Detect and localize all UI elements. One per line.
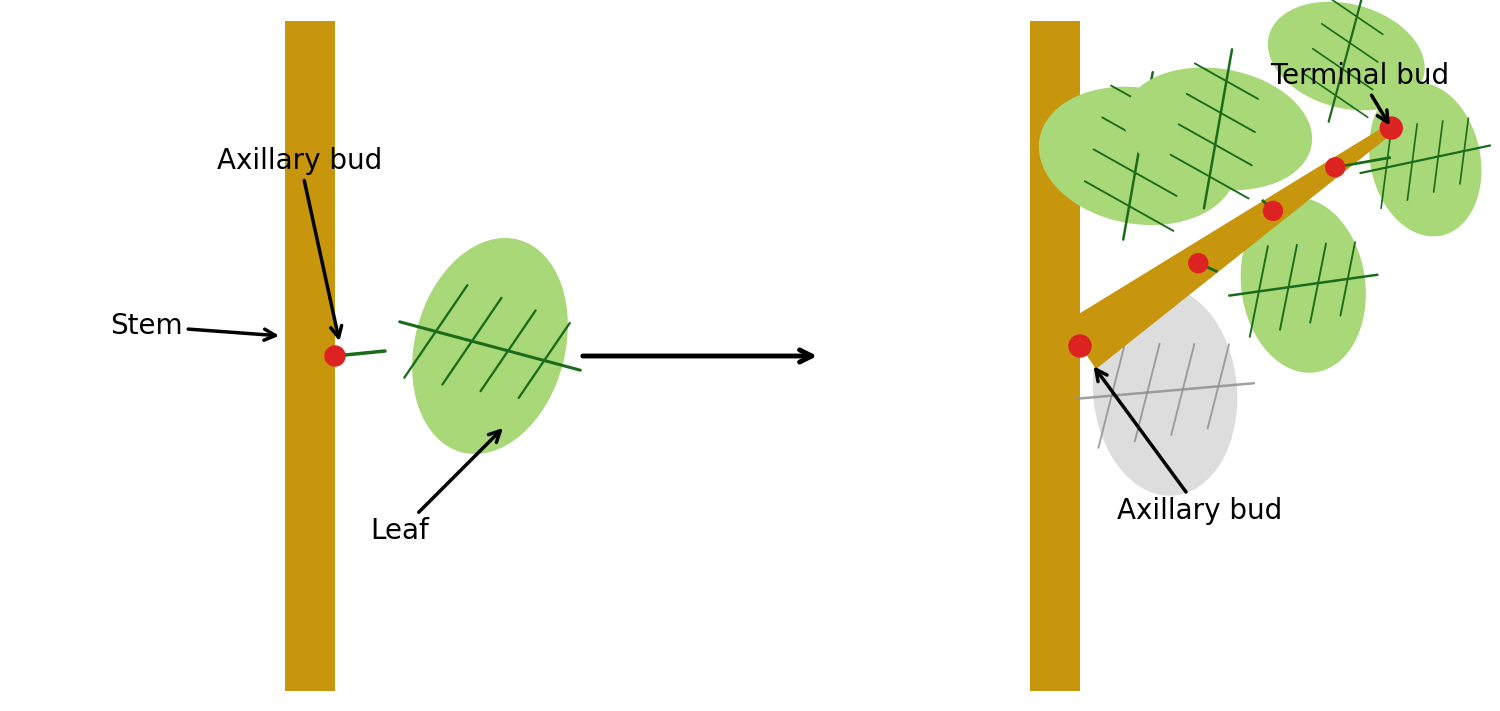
Text: Axillary bud: Axillary bud	[217, 147, 382, 338]
Circle shape	[1380, 117, 1402, 139]
Ellipse shape	[1240, 198, 1366, 373]
Text: Leaf: Leaf	[370, 431, 501, 545]
Ellipse shape	[1040, 87, 1238, 225]
Bar	[285, 21, 334, 691]
Text: Stem: Stem	[110, 312, 276, 341]
Ellipse shape	[1268, 1, 1425, 110]
Ellipse shape	[1092, 287, 1238, 496]
Circle shape	[1190, 254, 1208, 273]
Ellipse shape	[1124, 68, 1312, 191]
Text: Terminal bud: Terminal bud	[1270, 62, 1449, 122]
Circle shape	[326, 346, 345, 366]
Bar	[1030, 21, 1080, 691]
Circle shape	[1263, 201, 1282, 220]
Ellipse shape	[413, 238, 568, 454]
Polygon shape	[1064, 124, 1394, 369]
Text: Axillary bud: Axillary bud	[1096, 370, 1282, 525]
Circle shape	[1326, 158, 1344, 177]
Ellipse shape	[1370, 82, 1482, 237]
Circle shape	[1070, 335, 1090, 357]
